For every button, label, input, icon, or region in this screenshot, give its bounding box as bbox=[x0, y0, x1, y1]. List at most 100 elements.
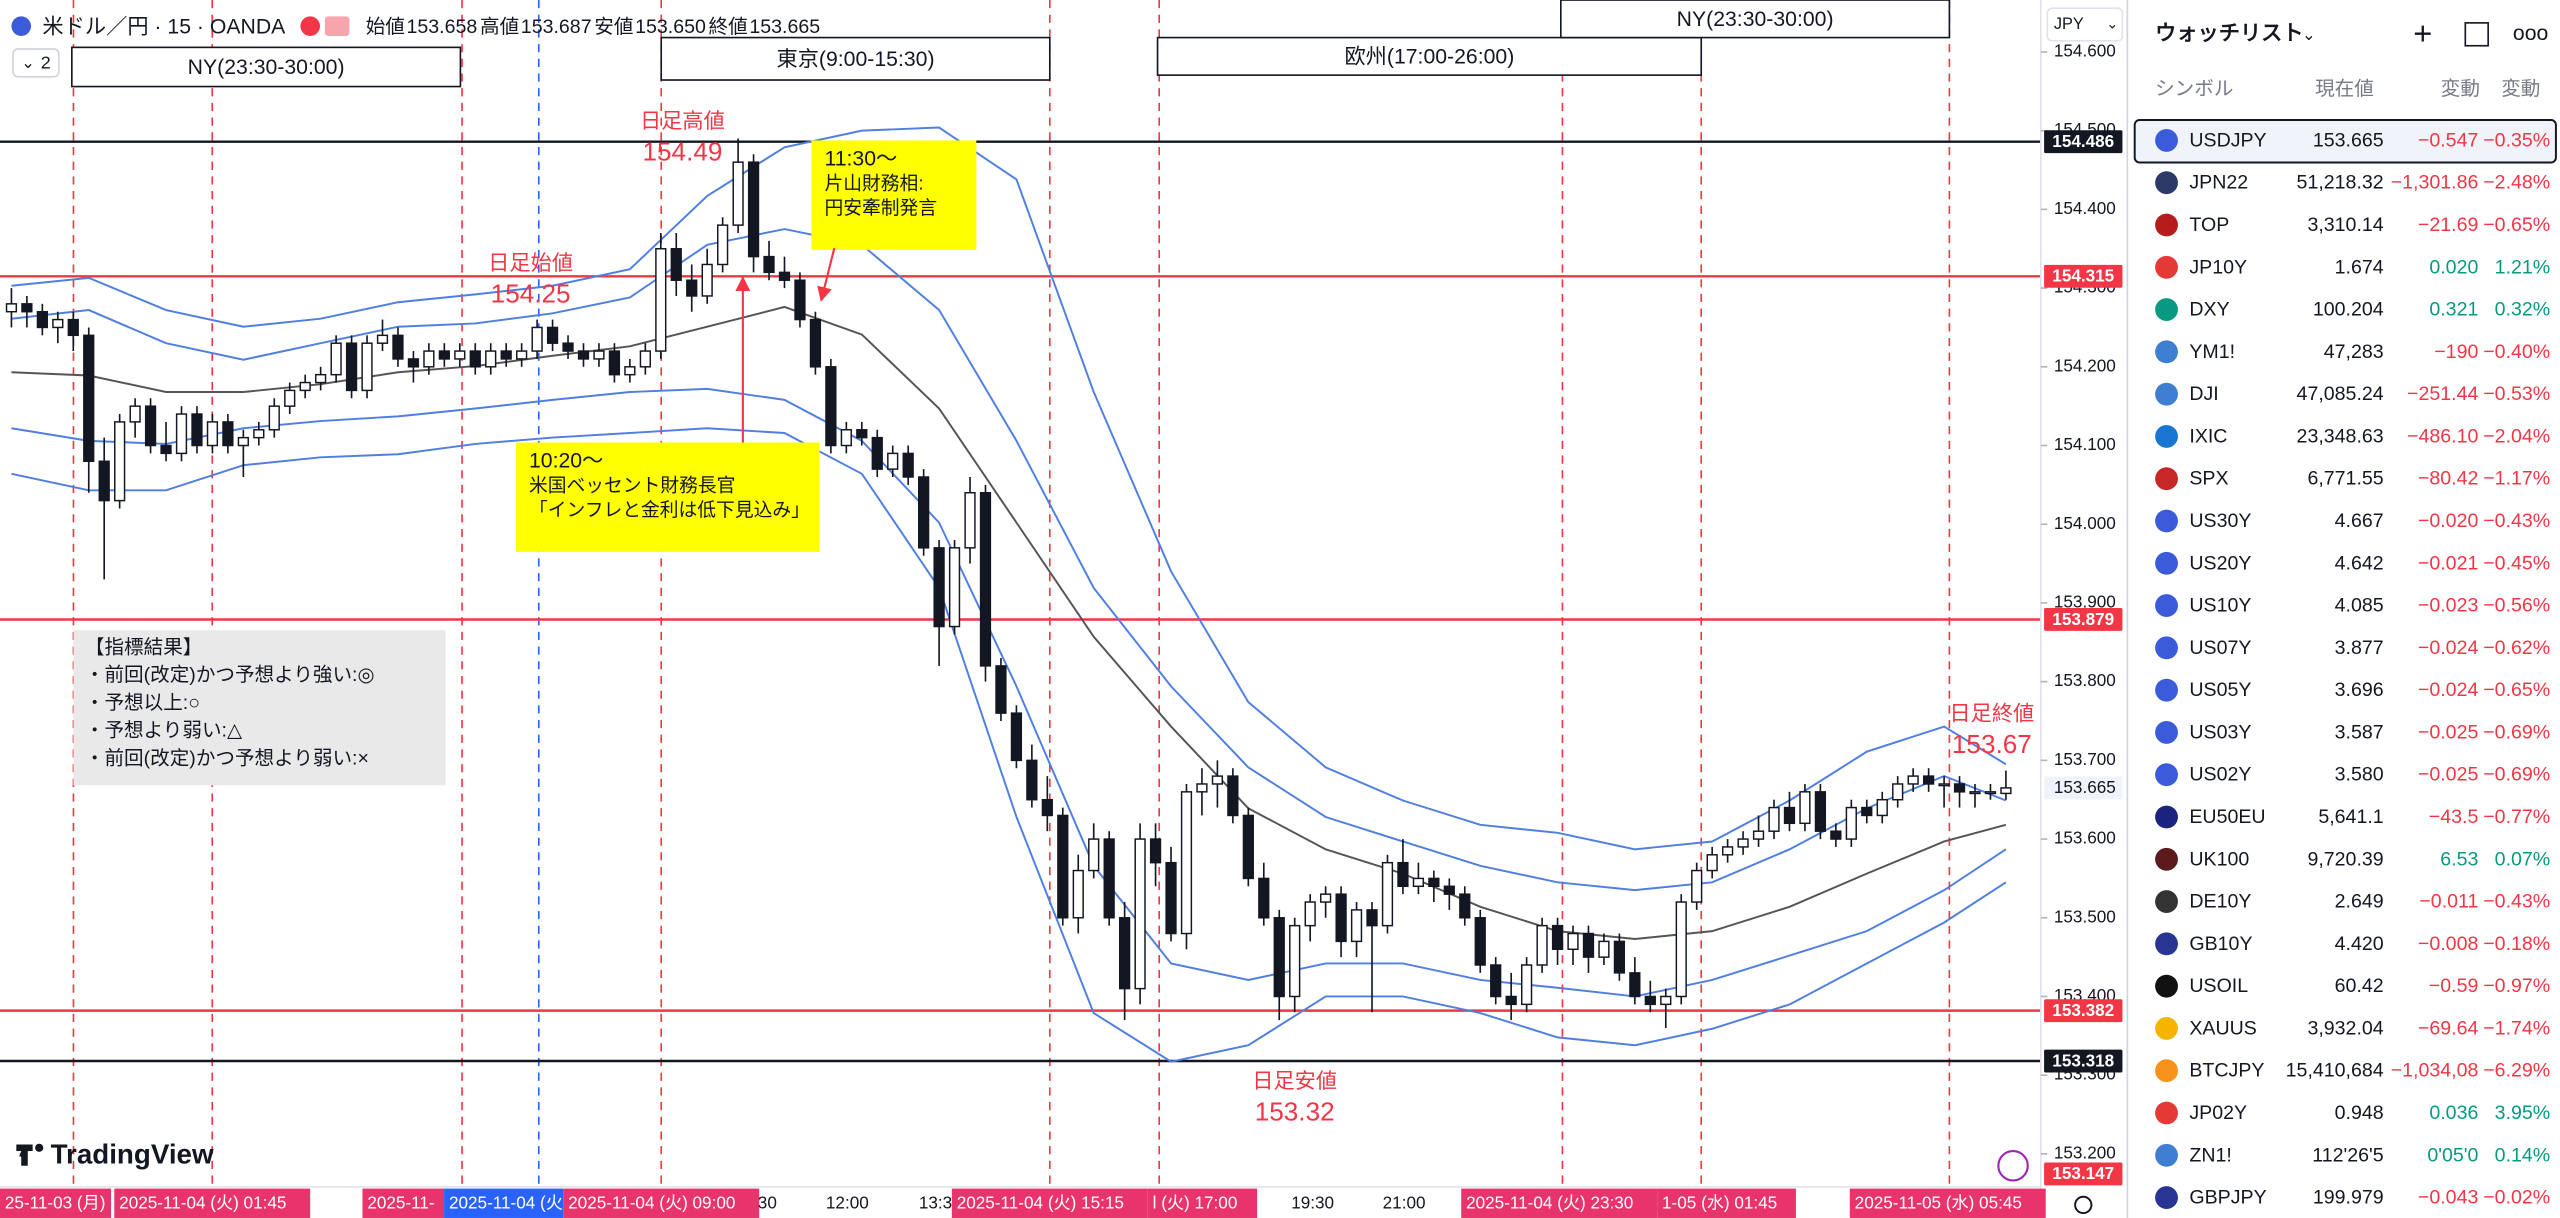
candle-body bbox=[809, 318, 822, 368]
symbol[interactable]: SPX bbox=[2189, 468, 2228, 490]
last-price: 100.204 bbox=[2313, 299, 2384, 321]
change-pct: 0.07% bbox=[2495, 848, 2551, 870]
currency-button[interactable] bbox=[2046, 7, 2124, 42]
more-button[interactable]: ooo bbox=[2513, 22, 2548, 45]
symbol-icon bbox=[2155, 1186, 2178, 1209]
column-header: シンボル bbox=[2155, 78, 2233, 100]
layout-button[interactable] bbox=[2464, 22, 2489, 47]
symbol[interactable]: US20Y bbox=[2189, 552, 2251, 574]
candle-body bbox=[1490, 964, 1502, 998]
candle-body bbox=[330, 342, 342, 376]
candle-body bbox=[639, 350, 651, 368]
candle-body bbox=[918, 476, 930, 549]
change-pct: 1.21% bbox=[2495, 256, 2551, 278]
candle-body bbox=[1953, 783, 1966, 793]
symbol[interactable]: ZN1! bbox=[2189, 1144, 2231, 1166]
y-tick-label: 153.600 bbox=[2054, 828, 2116, 848]
change: −43.5 bbox=[2429, 806, 2479, 828]
candle-body bbox=[237, 436, 249, 447]
symbol[interactable]: DJI bbox=[2189, 383, 2218, 405]
change: 6.53 bbox=[2440, 848, 2478, 870]
candle-body bbox=[1350, 909, 1363, 943]
symbol[interactable]: XAUUS bbox=[2189, 1017, 2256, 1039]
symbol-icon bbox=[2155, 298, 2178, 321]
symbol[interactable]: DE10Y bbox=[2189, 891, 2251, 913]
symbol[interactable]: YM1! bbox=[2189, 341, 2235, 363]
plot-area: NY(23:30-30:00) 東京(9:00-15:30) 欧州(17:00-26… bbox=[0, 0, 2041, 1187]
symbol[interactable]: UK100 bbox=[2189, 848, 2249, 870]
symbol[interactable]: US30Y bbox=[2189, 510, 2251, 532]
symbol[interactable]: EU50EU bbox=[2189, 806, 2265, 828]
change: −0.024 bbox=[2418, 637, 2479, 659]
ohlc-value: 153.658 bbox=[407, 16, 478, 38]
change: −486.10 bbox=[2407, 425, 2478, 447]
axes: 154.600154.500154.400154.300154.200154.1… bbox=[0, 40, 2123, 1218]
candle-body bbox=[299, 381, 311, 392]
symbol[interactable]: JPN22 bbox=[2189, 172, 2248, 194]
ohlc-label: 安値 bbox=[594, 16, 633, 38]
add-button[interactable]: + bbox=[2413, 15, 2432, 52]
indicator-count: 2 bbox=[41, 52, 51, 72]
symbol-icon bbox=[2155, 255, 2178, 279]
symbol-icon bbox=[2155, 467, 2178, 491]
change: −0.011 bbox=[2419, 891, 2478, 913]
last-price: 3,310.14 bbox=[2307, 214, 2383, 236]
symbol-icon bbox=[2155, 509, 2178, 533]
note-box bbox=[811, 140, 977, 250]
symbol[interactable]: DXY bbox=[2189, 299, 2229, 321]
collapse-button[interactable] bbox=[12, 48, 60, 78]
symbol[interactable]: TOP bbox=[2189, 214, 2229, 236]
candle-body bbox=[454, 350, 466, 360]
candle-body bbox=[902, 452, 914, 478]
dropdown-icon[interactable]: ⌄ bbox=[2302, 26, 2316, 44]
symbol[interactable]: JP02Y bbox=[2189, 1102, 2247, 1124]
symbol[interactable]: GBPJPY bbox=[2189, 1187, 2266, 1209]
y-tick-label: 153.900 bbox=[2054, 591, 2116, 611]
symbol[interactable]: USOIL bbox=[2189, 975, 2248, 997]
symbol[interactable]: US05Y bbox=[2189, 679, 2251, 701]
symbol[interactable]: US10Y bbox=[2189, 595, 2251, 617]
session-box bbox=[1560, 0, 1951, 39]
candle-body bbox=[717, 224, 729, 266]
daily-mark-value: 154.49 bbox=[643, 136, 723, 166]
watchlist-title[interactable]: ウォッチリスト bbox=[2155, 22, 2304, 45]
candle-body bbox=[500, 350, 512, 360]
symbol-title[interactable]: 米ドル／円 · 15 · OANDA bbox=[42, 14, 286, 38]
last-price: 4.667 bbox=[2335, 510, 2384, 532]
daily-mark-label: 日足始値 bbox=[488, 251, 573, 275]
y-tick-label: 154.000 bbox=[2054, 513, 2116, 533]
change: −0.021 bbox=[2418, 552, 2478, 574]
candle-body bbox=[670, 248, 682, 281]
symbol[interactable]: US02Y bbox=[2189, 764, 2251, 786]
candle-body bbox=[531, 326, 543, 352]
daily-mark-label: 日足終値 bbox=[1949, 702, 2034, 726]
bollinger-band bbox=[11, 126, 2007, 851]
selected-row[interactable] bbox=[2133, 119, 2557, 164]
note-text: 円安牽制発言 bbox=[824, 197, 937, 218]
time-label-box bbox=[951, 1188, 1148, 1218]
time-label: 2025-11-04 (火) 23:30 bbox=[1466, 1193, 1633, 1213]
change-pct: 0.14% bbox=[2495, 1144, 2551, 1166]
daily-mark-value: 153.32 bbox=[1255, 1096, 1335, 1126]
symbol[interactable]: US03Y bbox=[2189, 721, 2251, 743]
candle-body bbox=[361, 342, 373, 392]
arrow bbox=[817, 247, 836, 302]
last-price: 5,641.1 bbox=[2318, 806, 2383, 828]
symbol[interactable]: USDJPY bbox=[2189, 129, 2266, 151]
time-label: 30 bbox=[758, 1193, 777, 1213]
time-label: 1-05 (水) 01:45 bbox=[1662, 1193, 1777, 1213]
symbol-icon bbox=[2155, 424, 2178, 448]
symbol[interactable]: US07Y bbox=[2189, 637, 2251, 659]
change: −190 bbox=[2434, 341, 2478, 363]
candle-body bbox=[1474, 917, 1486, 966]
settings-button[interactable] bbox=[2074, 1195, 2093, 1215]
symbol[interactable]: BTCJPY bbox=[2189, 1060, 2264, 1082]
symbol[interactable]: IXIC bbox=[2189, 425, 2227, 447]
indicator-text: ・前回(改定)かつ予想より弱い:× bbox=[85, 747, 369, 769]
symbol[interactable]: GB10Y bbox=[2189, 933, 2252, 955]
symbol[interactable]: JP10Y bbox=[2189, 256, 2247, 278]
time-label-box bbox=[444, 1188, 564, 1218]
candle-body bbox=[1026, 759, 1038, 801]
candle-body bbox=[1258, 877, 1270, 919]
candle-body bbox=[1644, 995, 1656, 1006]
